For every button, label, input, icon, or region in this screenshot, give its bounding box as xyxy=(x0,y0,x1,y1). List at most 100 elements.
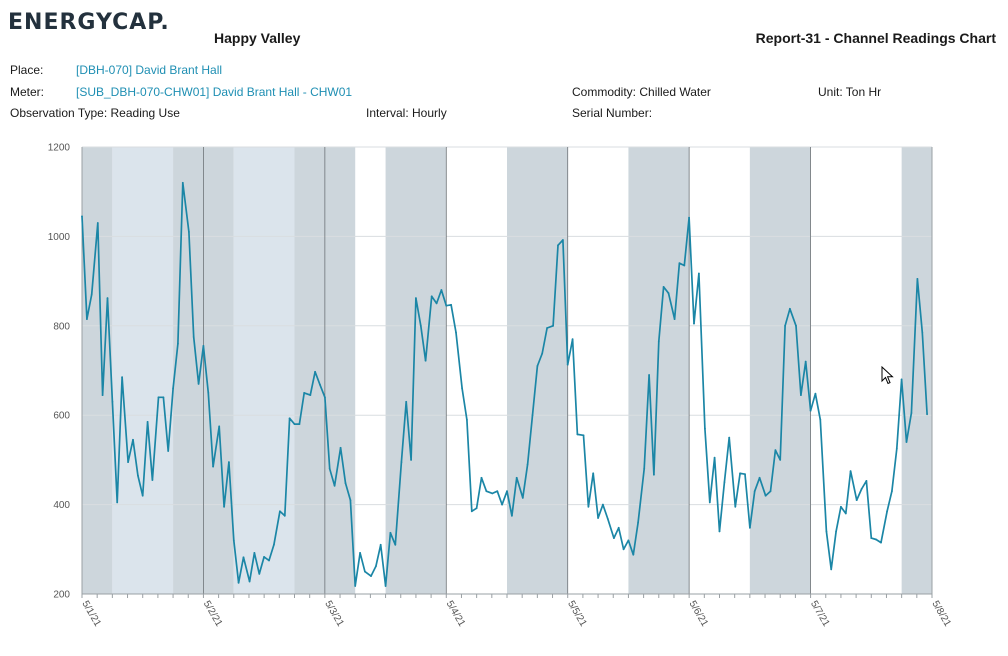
shaded-band xyxy=(901,147,932,594)
data-point xyxy=(749,526,751,529)
data-point xyxy=(212,465,215,468)
data-point xyxy=(637,521,639,524)
data-point xyxy=(744,473,746,476)
data-point xyxy=(718,530,721,533)
data-point xyxy=(870,537,873,539)
data-point xyxy=(774,449,777,451)
data-point xyxy=(562,239,564,241)
data-point xyxy=(248,580,251,583)
data-point xyxy=(389,531,392,534)
data-point xyxy=(253,552,256,554)
data-point xyxy=(455,331,457,334)
unit-text: Unit: Ton Hr xyxy=(818,85,882,99)
data-point xyxy=(622,548,625,551)
commodity-text: Commodity: Chilled Water xyxy=(572,85,711,99)
data-point xyxy=(844,512,847,515)
data-point xyxy=(288,417,291,420)
data-point xyxy=(309,394,312,396)
data-point xyxy=(440,289,443,291)
data-point xyxy=(146,421,149,423)
data-point xyxy=(880,541,882,544)
data-point xyxy=(758,476,761,479)
data-point xyxy=(900,378,903,381)
data-point xyxy=(263,556,265,558)
data-point xyxy=(314,370,316,373)
data-point xyxy=(662,286,665,288)
data-point xyxy=(470,510,473,513)
x-tick-label: 5/1/21 xyxy=(79,599,103,629)
data-point xyxy=(693,322,695,325)
meter-label: Meter: xyxy=(10,85,45,99)
data-point xyxy=(632,553,635,556)
data-point xyxy=(450,303,452,306)
data-point xyxy=(384,585,387,587)
channel-readings-chart: 200 400 600 800 1000 1200 5/1/21 5/2/21 5/3/21 5/… xyxy=(48,143,953,629)
data-point xyxy=(865,480,868,482)
data-point xyxy=(613,537,615,539)
data-point xyxy=(370,575,372,577)
data-point xyxy=(485,490,488,493)
data-point xyxy=(111,400,114,403)
data-point xyxy=(379,543,382,546)
data-point xyxy=(809,409,812,412)
x-tick-label: 5/2/21 xyxy=(201,599,225,629)
data-point xyxy=(779,459,782,461)
data-point xyxy=(400,461,403,463)
data-point xyxy=(825,530,828,533)
x-tick-label: 5/8/21 xyxy=(929,599,953,629)
report-title: Report-31 - Channel Readings Chart xyxy=(755,30,996,46)
data-point xyxy=(232,539,235,542)
data-point xyxy=(283,514,286,517)
data-point xyxy=(349,499,352,501)
mouse-cursor-icon xyxy=(881,366,894,385)
data-point xyxy=(415,297,417,299)
y-tick-label: 400 xyxy=(53,500,70,511)
data-point xyxy=(764,494,767,497)
data-point xyxy=(926,413,928,416)
energycap-logo: ENERGYCAP. xyxy=(8,10,170,35)
site-name: Happy Valley xyxy=(214,30,301,46)
data-point xyxy=(849,470,852,472)
data-point xyxy=(177,342,179,345)
data-point xyxy=(728,436,731,439)
data-point xyxy=(784,324,786,327)
data-point xyxy=(905,441,908,443)
data-point xyxy=(228,461,230,463)
data-point xyxy=(526,463,529,466)
data-point xyxy=(910,412,913,414)
data-point xyxy=(875,538,877,541)
place-link[interactable]: [DBH-070] David Brant Hall xyxy=(76,63,223,77)
data-point xyxy=(328,467,331,470)
data-point xyxy=(491,492,494,495)
x-tick-label: 5/4/21 xyxy=(444,599,468,629)
data-point xyxy=(424,359,427,362)
data-point xyxy=(237,581,240,584)
data-point xyxy=(202,345,205,347)
data-point xyxy=(688,216,690,219)
data-point xyxy=(435,302,438,305)
data-point xyxy=(587,505,590,508)
meter-link[interactable]: [SUB_DBH-070-CHW01] David Brant Hall - C… xyxy=(76,85,353,99)
shaded-band xyxy=(82,147,113,594)
data-point xyxy=(303,392,306,394)
shaded-band xyxy=(233,147,295,594)
data-point xyxy=(814,392,817,395)
data-point xyxy=(536,365,539,367)
data-point xyxy=(769,490,772,493)
data-point xyxy=(223,505,226,508)
chart-series xyxy=(81,181,928,587)
data-point xyxy=(819,418,822,421)
data-point xyxy=(501,503,503,506)
data-point xyxy=(480,476,483,479)
data-point xyxy=(753,490,756,493)
shaded-band xyxy=(749,147,811,594)
data-point xyxy=(279,510,281,513)
data-point xyxy=(298,423,301,425)
data-point xyxy=(683,264,686,267)
data-point xyxy=(137,474,139,477)
data-point xyxy=(151,479,154,481)
y-tick-label: 1000 xyxy=(48,232,71,243)
interval-text: Interval: Hourly xyxy=(366,106,447,120)
data-point xyxy=(891,490,893,493)
data-point xyxy=(667,292,670,295)
